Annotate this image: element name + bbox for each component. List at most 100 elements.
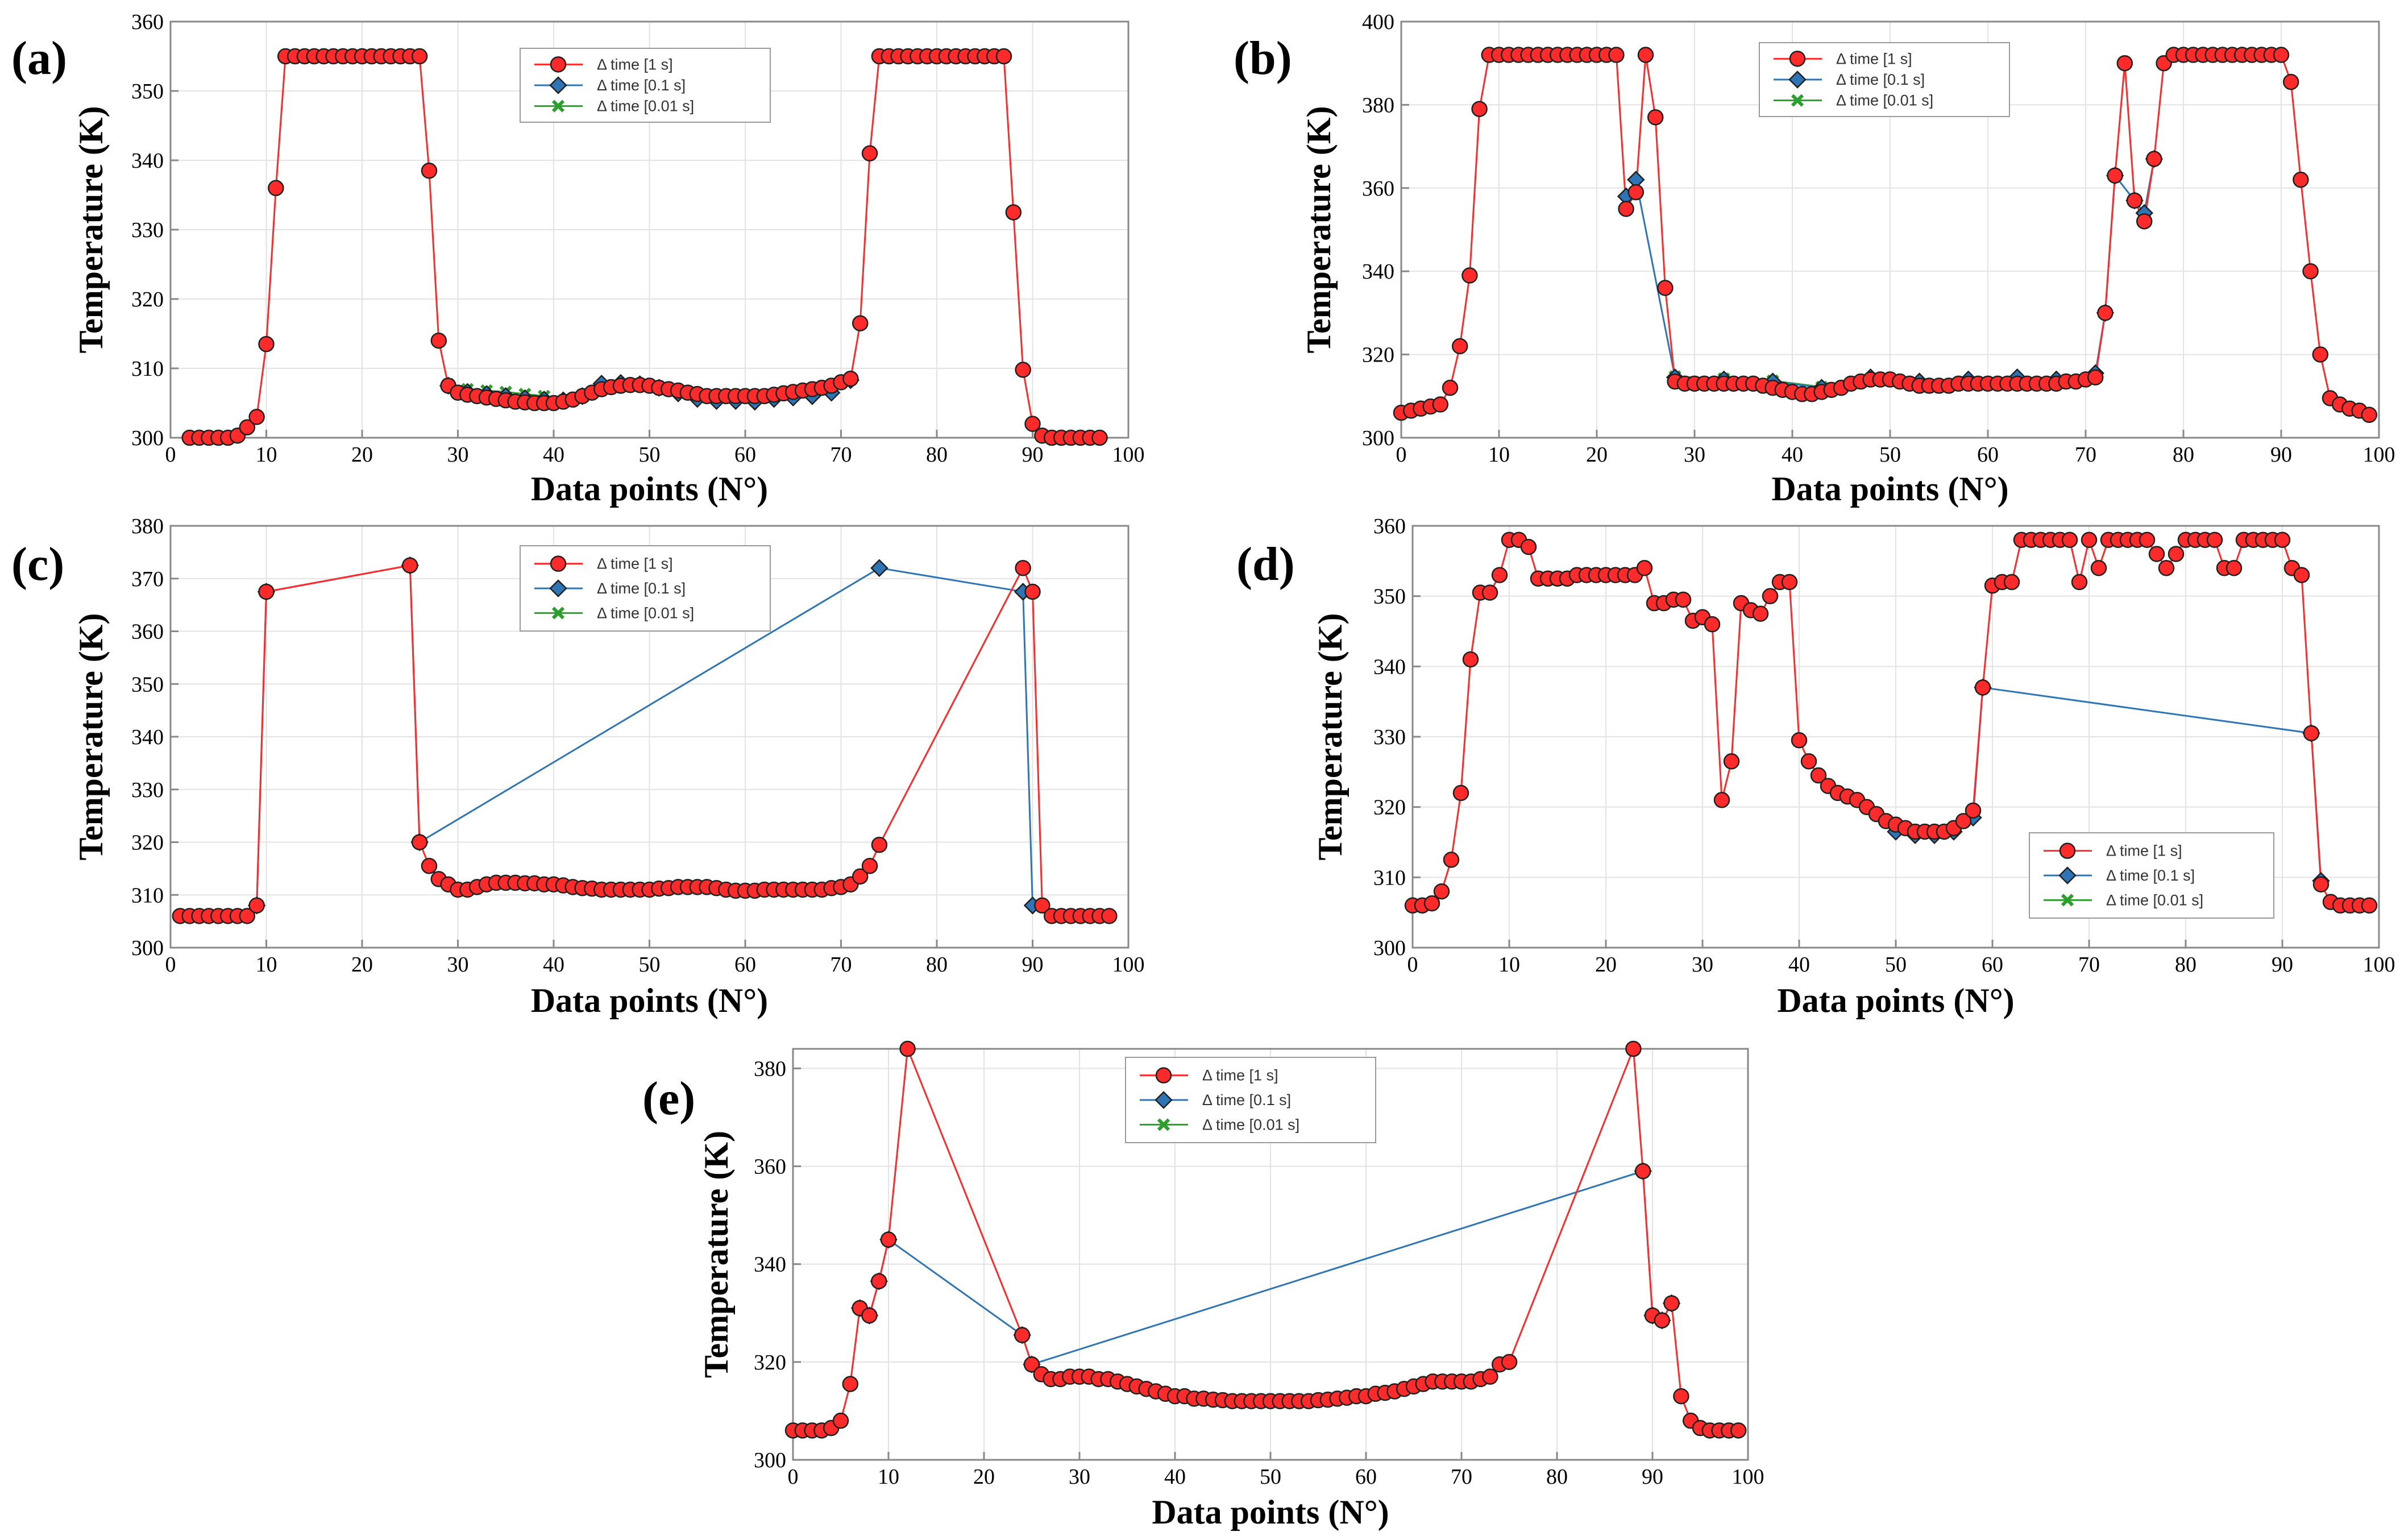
x-tick-label: 40 — [1788, 953, 1810, 977]
data-point — [2225, 559, 2243, 576]
x-axis-title: Data points (N°) — [531, 982, 768, 1019]
legend-label: Δ time [0.01 s] — [597, 604, 694, 621]
data-point — [842, 1376, 859, 1392]
data-point — [1471, 101, 1488, 117]
data-point — [1482, 1368, 1498, 1385]
data-point — [2126, 192, 2143, 209]
data-point — [1608, 47, 1625, 63]
y-tick-label: 310 — [1373, 866, 1406, 890]
data-point — [2116, 55, 2133, 72]
legend: Δ time [1 s] Δ time [0.1 s] Δ time [0.01 s… — [520, 48, 771, 123]
panel-label: (a) — [11, 32, 67, 85]
data-point — [1481, 584, 1498, 601]
x-axis-title: Data points (N°) — [1152, 1493, 1389, 1531]
data-point — [1423, 895, 1440, 912]
data-point — [2148, 546, 2165, 562]
data-point — [1713, 792, 1730, 808]
legend-label: Δ time [0.1 s] — [2106, 867, 2195, 884]
x-tick-label: 50 — [639, 443, 661, 467]
data-point — [995, 48, 1012, 65]
legend-swatch-marker — [1155, 1091, 1173, 1109]
x-tick-label: 70 — [831, 443, 852, 467]
x-tick-label: 20 — [351, 443, 373, 467]
data-point — [1433, 883, 1450, 900]
x-tick-label: 30 — [447, 443, 469, 467]
panel-label: (e) — [642, 1072, 695, 1125]
x-tick-label: 30 — [1692, 953, 1713, 977]
data-point — [1752, 605, 1769, 622]
data-point — [1023, 1356, 1040, 1373]
data-point — [2168, 546, 2185, 562]
data-point — [2361, 406, 2378, 423]
panel-label: (d) — [1236, 538, 1295, 591]
data-point — [899, 1040, 916, 1057]
legend-label: Δ time [0.1 s] — [1202, 1091, 1291, 1109]
data-point — [1781, 574, 1798, 591]
legend-swatch-marker — [1791, 94, 1804, 107]
series-markers-0 — [784, 1040, 1747, 1439]
x-tick-label: 90 — [2272, 953, 2293, 977]
data-point — [832, 1412, 849, 1429]
y-tick-label: 300 — [1373, 936, 1406, 960]
y-axis-title: Temperature (K) — [72, 613, 110, 861]
data-point — [239, 419, 256, 435]
legend-swatch-marker — [549, 579, 567, 597]
x-tick-label: 60 — [734, 953, 756, 977]
data-point — [2302, 263, 2319, 280]
data-point — [1810, 767, 1827, 784]
chart-panel-d: 0 10 20 30 40 50 60 70 80 90 100 300 310 320 330 340 350… — [1236, 514, 2395, 1019]
y-tick-label: 330 — [131, 218, 164, 242]
data-point — [2087, 369, 2104, 386]
legend-swatch-marker — [549, 76, 567, 94]
data-point — [1654, 1312, 1671, 1329]
legend-swatch-marker — [551, 607, 565, 620]
y-tick-label: 340 — [131, 149, 164, 173]
y-tick-label: 360 — [131, 10, 164, 34]
x-tick-label: 0 — [1407, 953, 1418, 977]
data-point — [1443, 852, 1460, 868]
legend-label: Δ time [0.1 s] — [597, 77, 686, 94]
y-tick-label: 360 — [1373, 514, 1406, 538]
y-axis-title: Temperature (K) — [72, 106, 110, 354]
data-point — [1024, 583, 1041, 600]
data-point — [2136, 213, 2153, 230]
legend: Δ time [1 s] Δ time [0.1 s] Δ time [0.01 s… — [1125, 1057, 1376, 1143]
data-point — [1955, 813, 1972, 829]
data-point — [1974, 679, 1991, 696]
data-point — [2312, 346, 2329, 363]
y-tick-label: 380 — [1362, 93, 1394, 117]
legend-label: Δ time [1 s] — [597, 56, 673, 73]
legend-label: Δ time [0.01 s] — [1836, 92, 1933, 109]
data-point — [861, 857, 878, 874]
data-point — [2274, 532, 2291, 548]
x-tick-label: 10 — [1498, 953, 1520, 977]
chart-panel-b: 0 10 20 30 40 50 60 70 80 90 100 300 320 340 360 380 400… — [1234, 10, 2395, 508]
x-tick-label: 50 — [1879, 443, 1901, 467]
legend-label: Δ time [0.1 s] — [597, 580, 686, 597]
data-point — [268, 180, 284, 197]
y-tick-label: 350 — [131, 673, 164, 696]
data-point — [2003, 574, 2020, 591]
data-point — [1723, 753, 1740, 770]
data-point — [1704, 616, 1721, 633]
data-point — [1451, 338, 1468, 355]
data-point — [1636, 559, 1653, 576]
x-tick-label: 0 — [788, 1465, 799, 1489]
x-tick-label: 100 — [1112, 953, 1145, 977]
y-tick-label: 340 — [1362, 260, 1394, 284]
data-point — [871, 836, 888, 853]
series-markers-0 — [1393, 47, 2378, 423]
data-point — [1462, 651, 1479, 668]
x-tick-label: 0 — [165, 443, 176, 467]
legend-label: Δ time [0.01 s] — [2106, 891, 2203, 908]
data-point — [1675, 591, 1692, 608]
x-tick-label: 70 — [2075, 443, 2096, 467]
data-point — [258, 336, 275, 352]
data-point — [2158, 559, 2175, 576]
data-point — [852, 315, 869, 331]
y-tick-label: 320 — [131, 288, 164, 312]
y-tick-label: 300 — [1362, 426, 1394, 450]
x-tick-label: 10 — [256, 953, 277, 977]
data-point — [421, 163, 438, 179]
